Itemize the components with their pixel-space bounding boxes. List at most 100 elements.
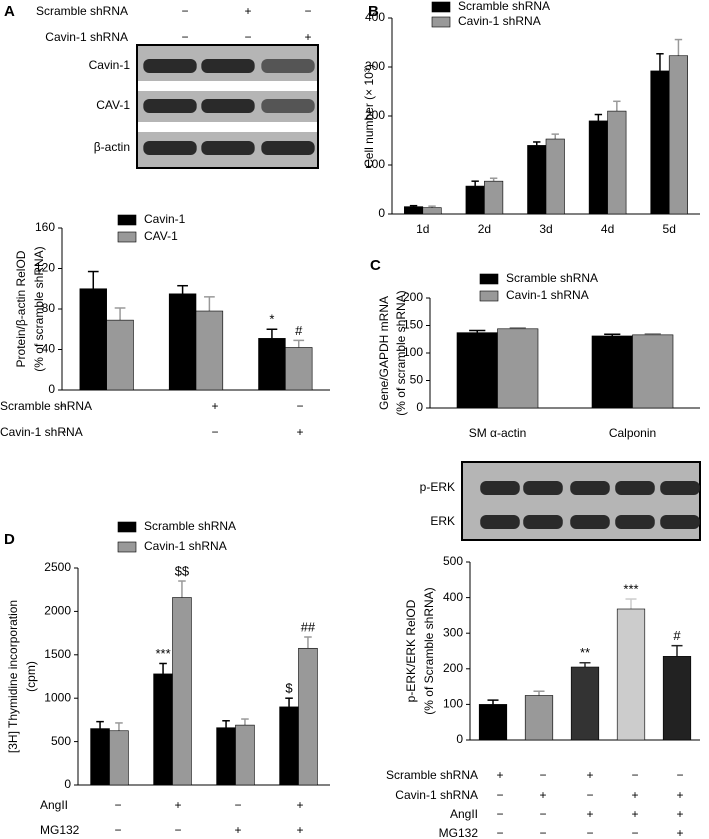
- y-tick-label: 500: [51, 734, 71, 748]
- legend-swatch: [117, 231, 137, 243]
- blot-band: [201, 141, 255, 155]
- panel: D 0 500 1000 1500 2000 2500 [3H] Thymidine inco…: [4, 519, 330, 837]
- condition-sign: −: [496, 788, 503, 802]
- y-tick-label: 0: [64, 777, 71, 791]
- condition-label: Cavin-1 shRNA: [0, 425, 83, 439]
- blot-condition-sign: −: [244, 30, 251, 44]
- y-tick-label: 400: [443, 590, 463, 604]
- y-axis-label: Gene/GAPDH mRNA: [377, 296, 391, 410]
- y-tick-label: 0: [456, 732, 463, 746]
- significance-marker: ##: [301, 619, 316, 634]
- legend-label: CAV-1: [144, 229, 178, 243]
- legend-label: Scramble shRNA: [144, 519, 236, 533]
- condition-sign: −: [539, 768, 546, 782]
- bar: [465, 185, 485, 215]
- blot-band: [261, 59, 315, 73]
- bar: [570, 666, 600, 741]
- blot-band: [480, 515, 520, 529]
- panel-letter: B: [368, 3, 379, 20]
- condition-sign: +: [174, 798, 181, 812]
- condition-sign: +: [296, 823, 303, 837]
- blot-condition-sign: +: [304, 30, 311, 44]
- bar: [79, 288, 107, 391]
- legend-swatch: [117, 521, 137, 533]
- blot-band: [570, 481, 610, 495]
- y-axis-label: (% of scramble shRNA): [32, 246, 46, 371]
- panel-letter: A: [4, 3, 15, 20]
- blot-gap: [138, 122, 317, 132]
- condition-sign: +: [496, 768, 503, 782]
- y-tick-label: 500: [443, 554, 463, 568]
- bar: [258, 338, 286, 391]
- condition-sign: −: [234, 798, 241, 812]
- blot-condition-label: Scramble shRNA: [36, 4, 128, 18]
- bar: [662, 656, 692, 741]
- legend-label: Cavin-1 shRNA: [506, 288, 589, 302]
- blot-band: [523, 515, 563, 529]
- condition-sign: −: [114, 823, 121, 837]
- bar: [527, 145, 547, 215]
- condition-sign: +: [296, 425, 303, 439]
- significance-marker: $: [285, 681, 293, 696]
- bar: [524, 695, 554, 741]
- y-tick-label: 200: [443, 661, 463, 675]
- blot-band: [261, 99, 315, 113]
- y-tick-label: 300: [443, 625, 463, 639]
- condition-sign: +: [631, 788, 638, 802]
- blot-band: [615, 515, 655, 529]
- blot-row-label: β-actin: [94, 140, 130, 154]
- x-tick-label: 4d: [601, 222, 614, 236]
- condition-sign: +: [211, 399, 218, 413]
- y-tick-label: 100: [365, 157, 385, 171]
- y-tick-label: 0: [416, 400, 423, 414]
- x-tick-label: SM α-actin: [469, 426, 527, 440]
- blot-band: [660, 481, 700, 495]
- panel: C 0 50 100 150 200 Gene/GAPDH mRNA (% of scramb…: [370, 257, 700, 440]
- condition-label: MG132: [439, 826, 479, 839]
- bar: [90, 728, 110, 786]
- legend-label: Scramble shRNA: [506, 271, 598, 285]
- y-tick-label: 50: [410, 373, 424, 387]
- blot-row-label: Cavin-1: [89, 58, 131, 72]
- y-axis-label: [3H] Thymidine incorporation: [6, 600, 20, 753]
- bar: [422, 207, 442, 215]
- y-tick-label: 80: [42, 301, 56, 315]
- bar: [478, 704, 508, 741]
- bar: [285, 347, 313, 391]
- blot-condition-label: Cavin-1 shRNA: [45, 30, 128, 44]
- condition-sign: +: [586, 807, 593, 821]
- condition-sign: −: [586, 826, 593, 839]
- x-tick-label: 5d: [663, 222, 676, 236]
- legend-swatch: [431, 16, 451, 28]
- blot-row-label: p-ERK: [420, 480, 455, 494]
- significance-marker: $$: [175, 563, 190, 578]
- condition-sign: −: [496, 807, 503, 821]
- significance-marker: #: [673, 628, 681, 643]
- condition-label: AngII: [40, 798, 68, 812]
- y-axis-label: Protein/β-actin RelOD: [14, 250, 28, 367]
- legend-swatch: [117, 214, 137, 226]
- condition-sign: −: [59, 425, 66, 439]
- bar: [216, 727, 236, 786]
- blot-band: [201, 99, 255, 113]
- panel-letter: D: [4, 531, 15, 548]
- y-tick-label: 0: [48, 382, 55, 396]
- condition-label: Cavin-1 shRNA: [395, 788, 478, 802]
- blot-condition-sign: −: [181, 4, 188, 18]
- condition-sign: −: [174, 823, 181, 837]
- condition-sign: −: [539, 807, 546, 821]
- y-tick-label: 2000: [44, 604, 71, 618]
- bar: [298, 647, 318, 786]
- bar: [607, 110, 627, 215]
- bar: [235, 724, 255, 786]
- y-axis-label: (% of scramble shRNA): [394, 290, 408, 415]
- panel: A 0 40 80 120 160 Protein/β-actin RelOD (% of s…: [0, 3, 330, 439]
- condition-sign: −: [539, 826, 546, 839]
- condition-sign: +: [539, 788, 546, 802]
- y-tick-label: 400: [365, 10, 385, 24]
- condition-sign: +: [234, 823, 241, 837]
- y-tick-label: 1500: [44, 647, 71, 661]
- condition-sign: +: [676, 807, 683, 821]
- blot-condition-sign: −: [304, 4, 311, 18]
